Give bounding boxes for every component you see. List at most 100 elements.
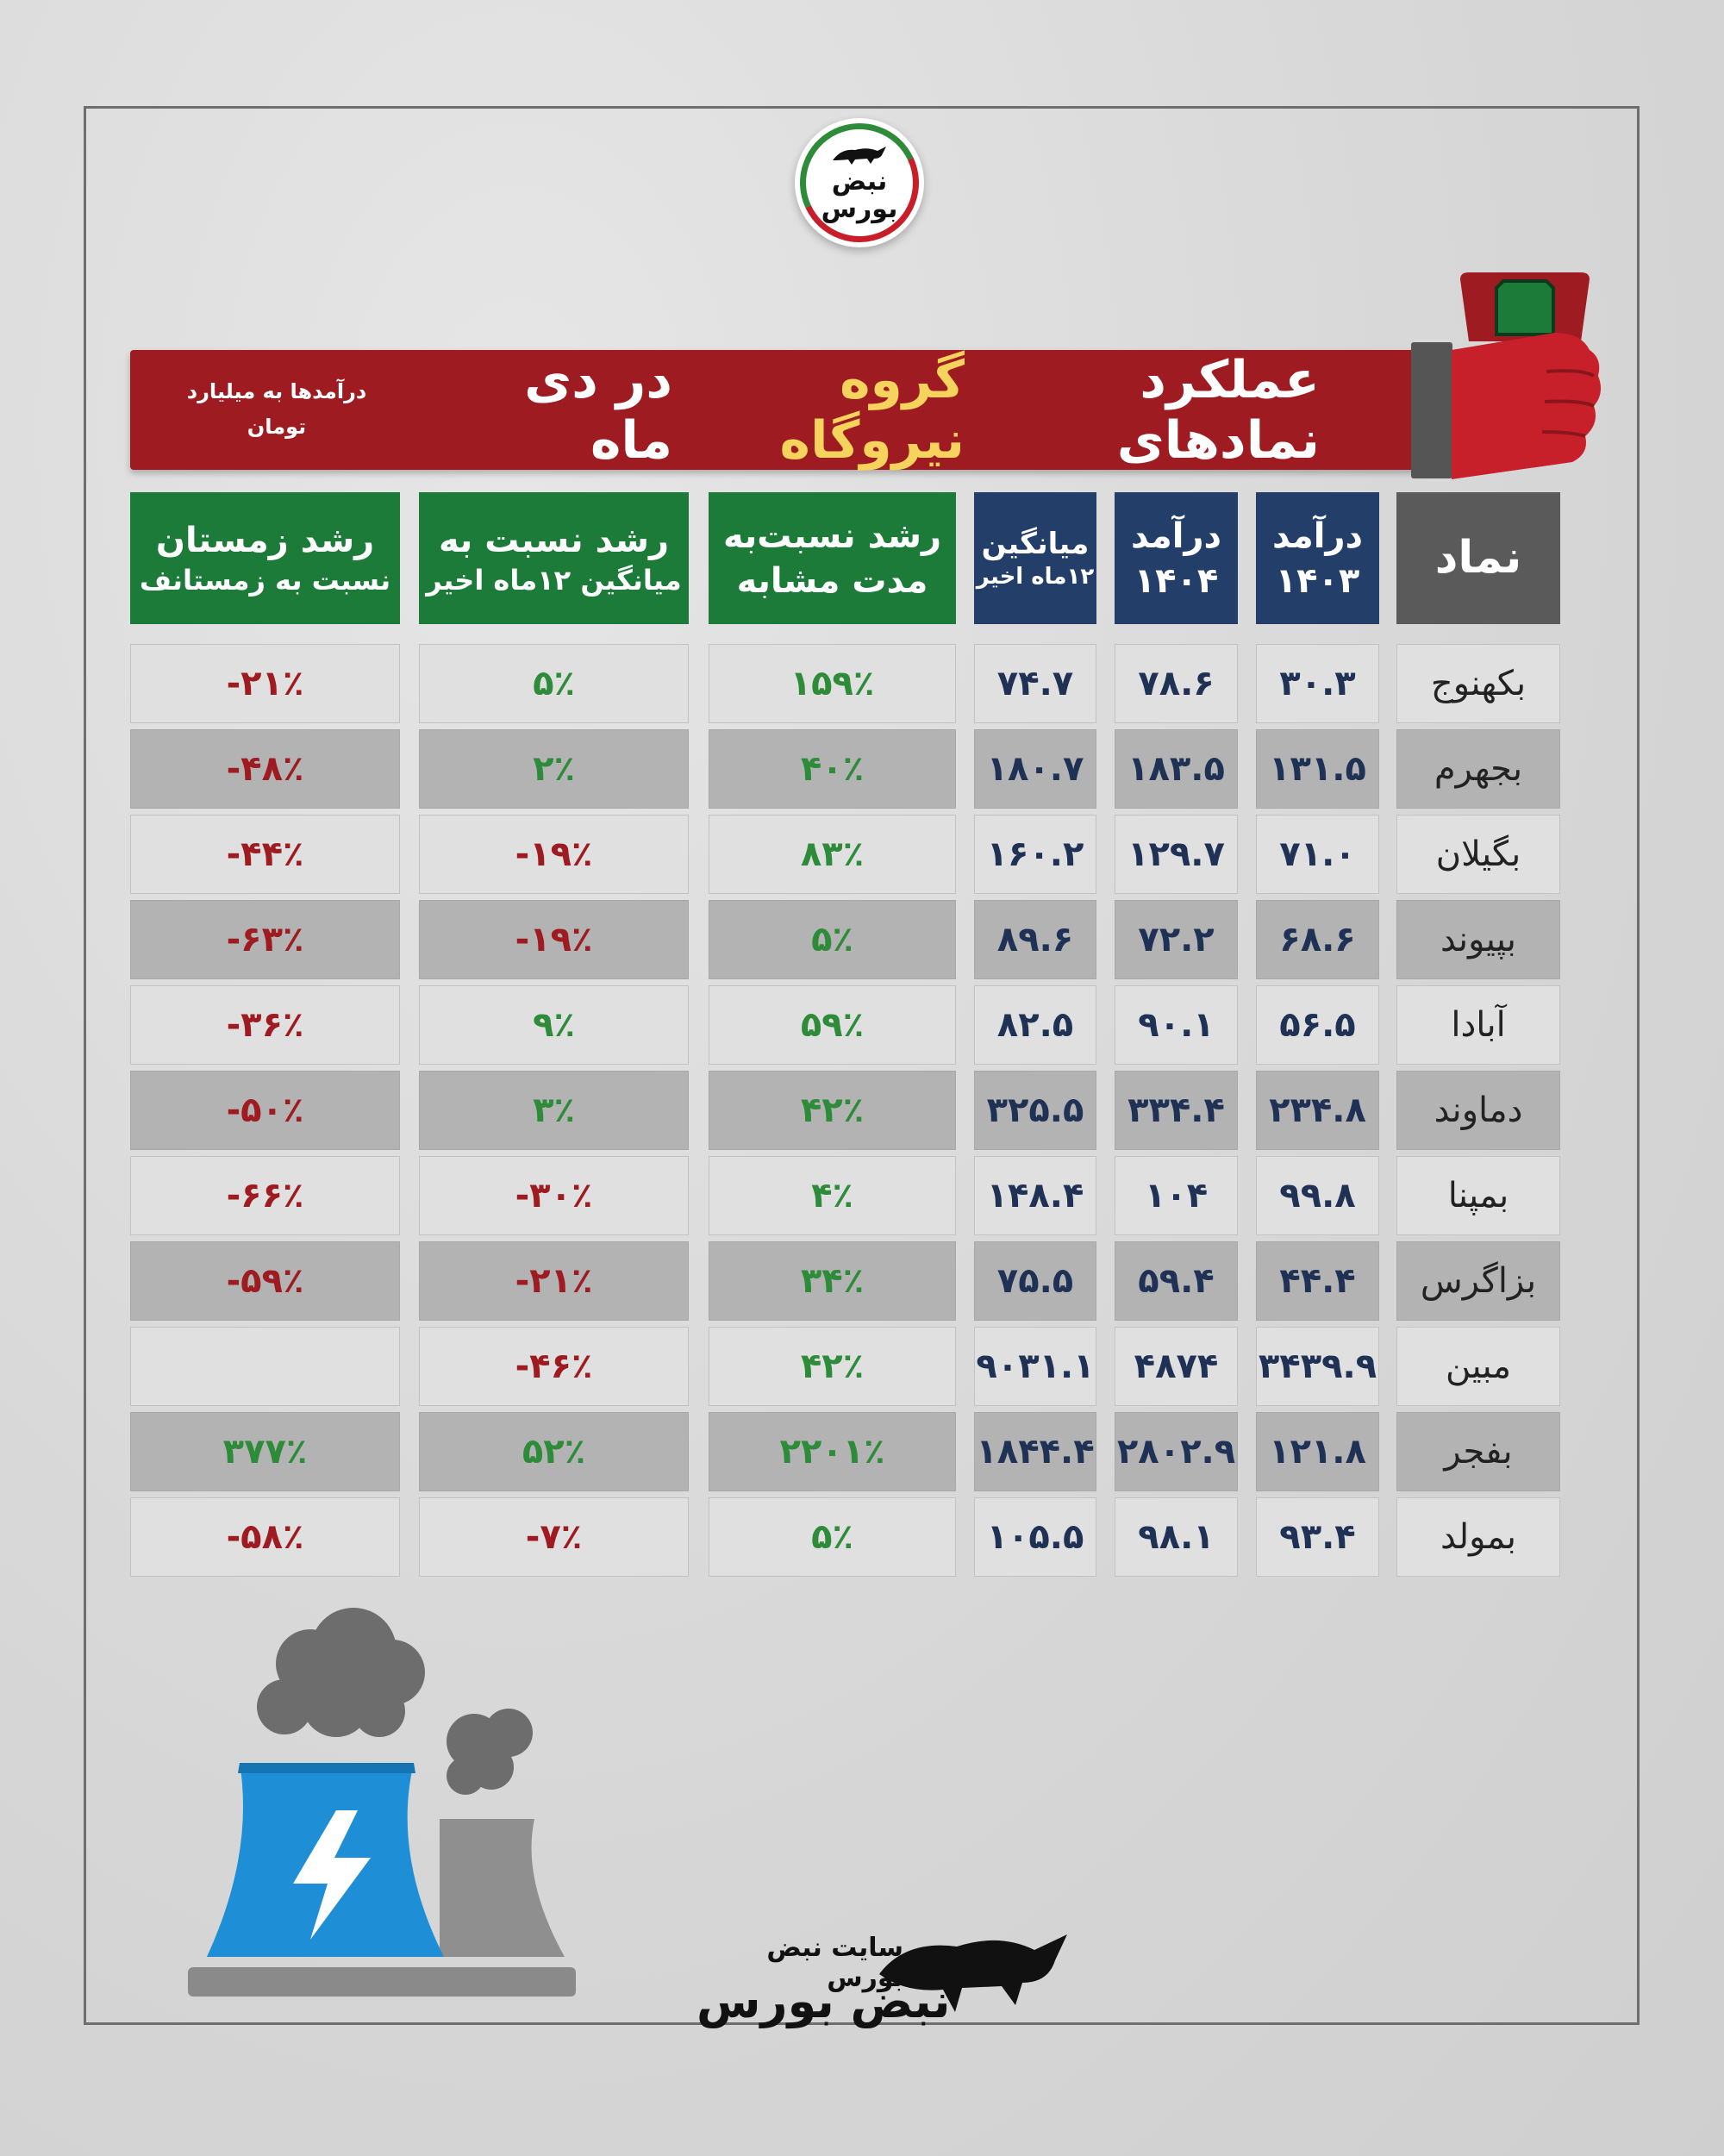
- table-row: بپیوند ۶۸.۶ ۷۲.۲ ۸۹.۶ ۵٪ -۱۹٪ -۶۳٪: [0, 900, 1724, 979]
- cell-growth-vs-average: -۳۰٪: [419, 1156, 689, 1235]
- cell-revenue-1404: ۷۸.۶: [1115, 644, 1238, 723]
- cell-growth-vs-average: ۵۲٪: [419, 1412, 689, 1491]
- cell-symbol: بزاگرس: [1396, 1241, 1560, 1321]
- hand-gauge-icon: [1452, 272, 1602, 479]
- cell-revenue-1404: ۱۸۳.۵: [1115, 729, 1238, 809]
- cell-growth-yoy: ۸۳٪: [709, 815, 956, 894]
- cell-symbol: بفجر: [1396, 1412, 1560, 1491]
- cell-growth-vs-average: -۲۱٪: [419, 1241, 689, 1321]
- cell-growth-yoy: ۳۴٪: [709, 1241, 956, 1321]
- cell-growth-winter: -۶۳٪: [130, 900, 400, 979]
- cell-growth-yoy: ۲۲۰۱٪: [709, 1412, 956, 1491]
- cell-growth-winter: -۴۸٪: [130, 729, 400, 809]
- cell-growth-winter: -۳۶٪: [130, 985, 400, 1065]
- cell-growth-winter: -۶۶٪: [130, 1156, 400, 1235]
- cell-revenue-1404: ۴۸۷۴: [1115, 1327, 1238, 1406]
- footer-bull-icon: [879, 1934, 1067, 2012]
- table-row: مبین ۳۴۳۹.۹ ۴۸۷۴ ۹۰۳۱.۱ ۴۲٪ -۴۶٪: [0, 1327, 1724, 1406]
- cell-revenue-1403: ۲۳۴.۸: [1256, 1071, 1379, 1150]
- title-banner: درآمدها به میلیارد تومان عملکرد نمادهای …: [130, 349, 1423, 471]
- title-part1: عملکرد نمادهای: [1116, 349, 1320, 471]
- cell-average-12m: ۷۵.۵: [974, 1241, 1096, 1321]
- units-note: درآمدها به میلیارد تومان: [186, 379, 367, 439]
- cell-average-12m: ۷۴.۷: [974, 644, 1096, 723]
- header-growth-yoy: رشد نسبت‌به مدت مشابه: [709, 492, 956, 624]
- cell-growth-vs-average: ۵٪: [419, 644, 689, 723]
- cell-average-12m: ۱۸۴۴.۴: [974, 1412, 1096, 1491]
- bolt-icon: [293, 1810, 371, 1940]
- power-plant-icon: [188, 1608, 576, 1997]
- logo-text: نبض بورس: [821, 166, 898, 224]
- cell-revenue-1403: ۵۶.۵: [1256, 985, 1379, 1065]
- cell-growth-yoy: ۴۰٪: [709, 729, 956, 809]
- table-row: دماوند ۲۳۴.۸ ۳۳۴.۴ ۳۲۵.۵ ۴۲٪ ۳٪ -۵۰٪: [0, 1071, 1724, 1150]
- cell-growth-yoy: ۱۵۹٪: [709, 644, 956, 723]
- cell-revenue-1404: ۲۸۰۲.۹: [1115, 1412, 1238, 1491]
- cell-symbol: بگیلان: [1396, 815, 1560, 894]
- cell-symbol: بپیوند: [1396, 900, 1560, 979]
- cell-growth-yoy: ۴٪: [709, 1156, 956, 1235]
- cell-average-12m: ۸۲.۵: [974, 985, 1096, 1065]
- cell-revenue-1404: ۹۰.۱: [1115, 985, 1238, 1065]
- cell-average-12m: ۱۸۰.۷: [974, 729, 1096, 809]
- cell-revenue-1403: ۶۸.۶: [1256, 900, 1379, 979]
- cell-growth-winter: -۲۱٪: [130, 644, 400, 723]
- cell-growth-yoy: ۵۹٪: [709, 985, 956, 1065]
- cell-growth-yoy: ۵٪: [709, 1497, 956, 1577]
- cell-revenue-1404: ۳۳۴.۴: [1115, 1071, 1238, 1150]
- cell-growth-vs-average: -۷٪: [419, 1497, 689, 1577]
- cell-symbol: بمولد: [1396, 1497, 1560, 1577]
- cell-growth-winter: -۵۰٪: [130, 1071, 400, 1150]
- cell-revenue-1404: ۵۹.۴: [1115, 1241, 1238, 1321]
- cell-average-12m: ۹۰۳۱.۱: [974, 1327, 1096, 1406]
- cell-growth-vs-average: ۳٪: [419, 1071, 689, 1150]
- header-revenue-1404: درآمد ۱۴۰۴: [1115, 492, 1238, 624]
- cell-symbol: دماوند: [1396, 1071, 1560, 1150]
- cell-symbol: بمپنا: [1396, 1156, 1560, 1235]
- cell-revenue-1403: ۱۳۱.۵: [1256, 729, 1379, 809]
- cell-revenue-1403: ۴۴.۴: [1256, 1241, 1379, 1321]
- header-growth-winter: رشد زمستان نسبت به زمستانف: [130, 492, 400, 624]
- cell-growth-yoy: ۴۲٪: [709, 1071, 956, 1150]
- cell-growth-winter: -۵۸٪: [130, 1497, 400, 1577]
- cell-revenue-1403: ۷۱.۰: [1256, 815, 1379, 894]
- cell-growth-vs-average: -۱۹٪: [419, 900, 689, 979]
- cell-revenue-1404: ۱۲۹.۷: [1115, 815, 1238, 894]
- cell-revenue-1403: ۳۰.۳: [1256, 644, 1379, 723]
- title-part2: در دی ماه: [524, 349, 673, 471]
- cell-growth-winter: [130, 1327, 400, 1406]
- cell-average-12m: ۱۰۵.۵: [974, 1497, 1096, 1577]
- table-row: بفجر ۱۲۱.۸ ۲۸۰۲.۹ ۱۸۴۴.۴ ۲۲۰۱٪ ۵۲٪ ۳۷۷٪: [0, 1412, 1724, 1491]
- table-row: بگیلان ۷۱.۰ ۱۲۹.۷ ۱۶۰.۲ ۸۳٪ -۱۹٪ -۴۴٪: [0, 815, 1724, 894]
- cell-revenue-1403: ۹۹.۸: [1256, 1156, 1379, 1235]
- cell-growth-winter: -۵۹٪: [130, 1241, 400, 1321]
- cell-growth-yoy: ۴۲٪: [709, 1327, 956, 1406]
- cell-growth-winter: -۴۴٪: [130, 815, 400, 894]
- header-growth-vs-average: رشد نسبت به میانگین ۱۲ماه اخیر: [419, 492, 689, 624]
- table-row: بکهنوج ۳۰.۳ ۷۸.۶ ۷۴.۷ ۱۵۹٪ ۵٪ -۲۱٪: [0, 644, 1724, 723]
- cell-revenue-1404: ۹۸.۱: [1115, 1497, 1238, 1577]
- cell-average-12m: ۳۲۵.۵: [974, 1071, 1096, 1150]
- cell-symbol: مبین: [1396, 1327, 1560, 1406]
- header-symbol: نماد: [1396, 492, 1560, 624]
- header-revenue-1403: درآمد ۱۴۰۳: [1256, 492, 1379, 624]
- cell-symbol: آبادا: [1396, 985, 1560, 1065]
- brand-logo: نبض بورس: [783, 106, 936, 259]
- cell-symbol: بکهنوج: [1396, 644, 1560, 723]
- cell-average-12m: ۱۶۰.۲: [974, 815, 1096, 894]
- cell-average-12m: ۸۹.۶: [974, 900, 1096, 979]
- cell-revenue-1404: ۷۲.۲: [1115, 900, 1238, 979]
- cell-revenue-1403: ۳۴۳۹.۹: [1256, 1327, 1379, 1406]
- cell-average-12m: ۱۴۸.۴: [974, 1156, 1096, 1235]
- header-average-12m: میانگین ۱۲ماه اخیر: [974, 492, 1096, 624]
- cell-growth-vs-average: -۴۶٪: [419, 1327, 689, 1406]
- footer-brand: نبض بورس: [696, 1974, 951, 2028]
- table-row: بجهرم ۱۳۱.۵ ۱۸۳.۵ ۱۸۰.۷ ۴۰٪ ۲٪ -۴۸٪: [0, 729, 1724, 809]
- cell-growth-vs-average: ۲٪: [419, 729, 689, 809]
- table-row: بزاگرس ۴۴.۴ ۵۹.۴ ۷۵.۵ ۳۴٪ -۲۱٪ -۵۹٪: [0, 1241, 1724, 1321]
- table-row: آبادا ۵۶.۵ ۹۰.۱ ۸۲.۵ ۵۹٪ ۹٪ -۳۶٪: [0, 985, 1724, 1065]
- table-row: بمپنا ۹۹.۸ ۱۰۴ ۱۴۸.۴ ۴٪ -۳۰٪ -۶۶٪: [0, 1156, 1724, 1235]
- cell-growth-vs-average: -۱۹٪: [419, 815, 689, 894]
- cell-revenue-1404: ۱۰۴: [1115, 1156, 1238, 1235]
- table-row: بمولد ۹۳.۴ ۹۸.۱ ۱۰۵.۵ ۵٪ -۷٪ -۵۸٪: [0, 1497, 1724, 1577]
